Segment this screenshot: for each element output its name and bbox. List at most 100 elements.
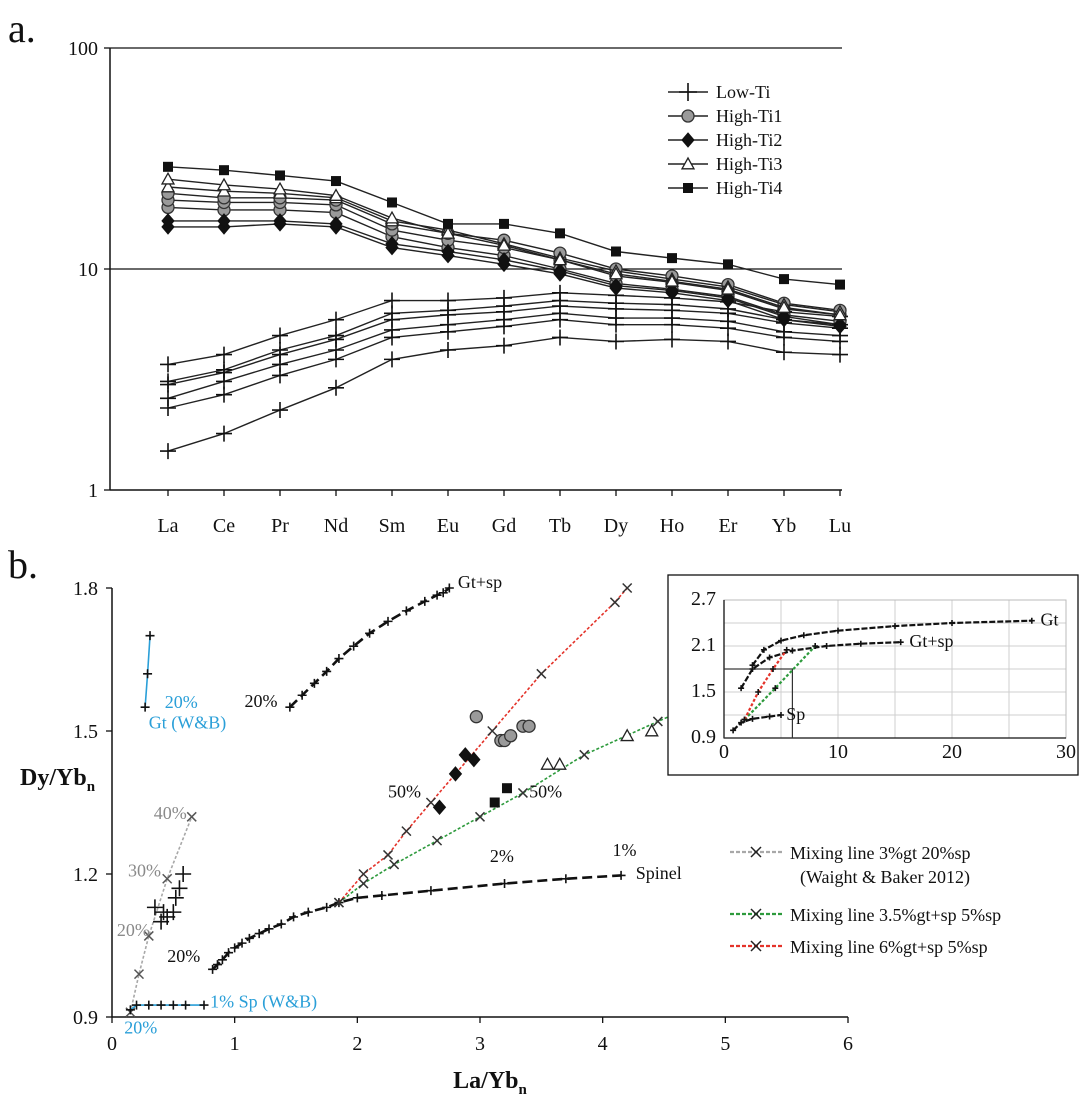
y-tick-label: 0.9 bbox=[73, 1007, 98, 1029]
curve-plus-marker bbox=[264, 924, 274, 934]
inset-curve-marker bbox=[770, 666, 777, 672]
plus-marker bbox=[216, 425, 232, 442]
y-tick-label: 1.5 bbox=[73, 721, 98, 743]
panel-a-label: a. bbox=[8, 6, 36, 51]
plus-marker bbox=[496, 289, 512, 306]
x-tick-label: 4 bbox=[598, 1033, 608, 1055]
sample-plus-marker bbox=[153, 913, 170, 930]
curve-plus-marker bbox=[145, 631, 155, 641]
panel-b-label: b. bbox=[8, 542, 38, 587]
x-tick-label: Lu bbox=[829, 515, 851, 537]
legend-label: Low-Ti bbox=[716, 82, 770, 102]
curve-plus-marker bbox=[444, 583, 454, 593]
inset-curve-marker bbox=[800, 632, 807, 639]
inset-curve-marker bbox=[823, 643, 830, 649]
curve-plus-marker bbox=[132, 1000, 142, 1010]
triangle-marker bbox=[160, 179, 176, 193]
curve-x-marker bbox=[609, 597, 620, 608]
x-tick-label: Nd bbox=[324, 515, 348, 537]
curve-annotation: 2% bbox=[490, 846, 514, 866]
curve-x-marker bbox=[333, 897, 344, 908]
model-curve bbox=[338, 587, 628, 904]
curve-annotation: 20% bbox=[167, 946, 200, 966]
plus-marker bbox=[272, 402, 288, 419]
square-marker bbox=[275, 170, 285, 181]
curve-plus-marker bbox=[217, 955, 227, 965]
diamond-marker bbox=[161, 213, 175, 229]
curve-plus-marker bbox=[438, 588, 448, 598]
legend-label: Mixing line 3.5%gt+sp 5%sp bbox=[790, 905, 1001, 925]
curve-plus-marker bbox=[289, 912, 299, 922]
curve-plus-marker bbox=[230, 943, 240, 953]
legend-circle-marker bbox=[681, 109, 695, 123]
inset-x-tick-label: 30 bbox=[1056, 741, 1076, 763]
square-marker bbox=[723, 259, 733, 270]
curve-annotation: 50% bbox=[388, 782, 421, 802]
square-marker bbox=[331, 176, 341, 187]
inset-curve bbox=[751, 619, 1032, 666]
x-tick-label: Sm bbox=[379, 515, 406, 537]
sample-square-marker bbox=[501, 783, 512, 794]
inset-zoom-box bbox=[723, 668, 794, 739]
plus-marker bbox=[216, 361, 232, 378]
y-tick-label: 1.2 bbox=[73, 864, 98, 886]
square-marker bbox=[667, 253, 677, 264]
legend-label: High-Ti1 bbox=[716, 106, 782, 126]
inset-curve-marker bbox=[738, 719, 745, 726]
sample-circle-marker bbox=[504, 729, 518, 743]
curve-plus-marker bbox=[254, 929, 264, 939]
plus-marker bbox=[384, 351, 400, 368]
x-tick-label: 3 bbox=[475, 1033, 485, 1055]
inset-curve-marker bbox=[857, 640, 864, 647]
curve-x-marker bbox=[358, 868, 369, 880]
curve-plus-marker bbox=[297, 690, 307, 700]
curve-annotation: 20% bbox=[124, 1018, 157, 1038]
sample-triangle-marker bbox=[540, 757, 555, 770]
sample-plus-marker bbox=[171, 880, 188, 897]
plus-marker bbox=[328, 311, 344, 328]
diamond-marker bbox=[833, 316, 847, 333]
curve-plus-marker bbox=[322, 902, 332, 912]
diamond-marker bbox=[329, 216, 343, 232]
inset-curve-marker bbox=[892, 623, 898, 630]
y-tick-label: 1.8 bbox=[73, 578, 98, 600]
sample-square-marker bbox=[489, 797, 500, 808]
triangle-marker bbox=[496, 237, 512, 251]
x-tick-label: Tb bbox=[549, 515, 571, 537]
curve-x-marker bbox=[358, 878, 369, 889]
inset-curve-marker bbox=[789, 647, 796, 654]
inset-y-tick-label: 2.7 bbox=[691, 588, 716, 610]
curve-annotation: 30% bbox=[128, 860, 161, 880]
inset-curve bbox=[743, 649, 788, 721]
y-axis-title-main: Dy/Yb bbox=[20, 765, 87, 791]
x-tick-label: 6 bbox=[843, 1033, 853, 1055]
curve-plus-marker bbox=[244, 933, 254, 943]
diamond-marker bbox=[385, 236, 399, 252]
x-axis-title: La/Ybn bbox=[453, 1068, 527, 1098]
curve-annotation: 40% bbox=[154, 803, 187, 823]
curve-x-marker bbox=[432, 835, 443, 846]
curve-plus-marker bbox=[156, 1000, 166, 1010]
sample-diamond-marker bbox=[432, 799, 447, 816]
inset-curve-marker bbox=[949, 620, 955, 626]
curve-x-marker bbox=[487, 725, 498, 737]
plus-marker bbox=[440, 292, 456, 309]
square-marker bbox=[555, 228, 565, 239]
x-tick-label: La bbox=[157, 515, 178, 537]
x-tick-label: Ce bbox=[213, 515, 235, 537]
diamond-marker bbox=[665, 282, 679, 299]
curve-x-marker bbox=[652, 716, 663, 727]
curve-plus-marker bbox=[303, 907, 313, 917]
square-marker bbox=[163, 161, 173, 172]
curve-plus-marker bbox=[224, 948, 234, 958]
curve-x-marker bbox=[401, 826, 412, 837]
inset-curve bbox=[743, 645, 816, 721]
sample-circle-marker bbox=[469, 710, 483, 724]
curve-annotation: 1% bbox=[612, 840, 636, 860]
diamond-marker bbox=[777, 308, 791, 325]
curve-plus-marker bbox=[125, 1005, 135, 1015]
legend-x-marker bbox=[750, 846, 762, 858]
curve-x-marker bbox=[517, 787, 528, 798]
triangle-marker bbox=[552, 252, 568, 266]
